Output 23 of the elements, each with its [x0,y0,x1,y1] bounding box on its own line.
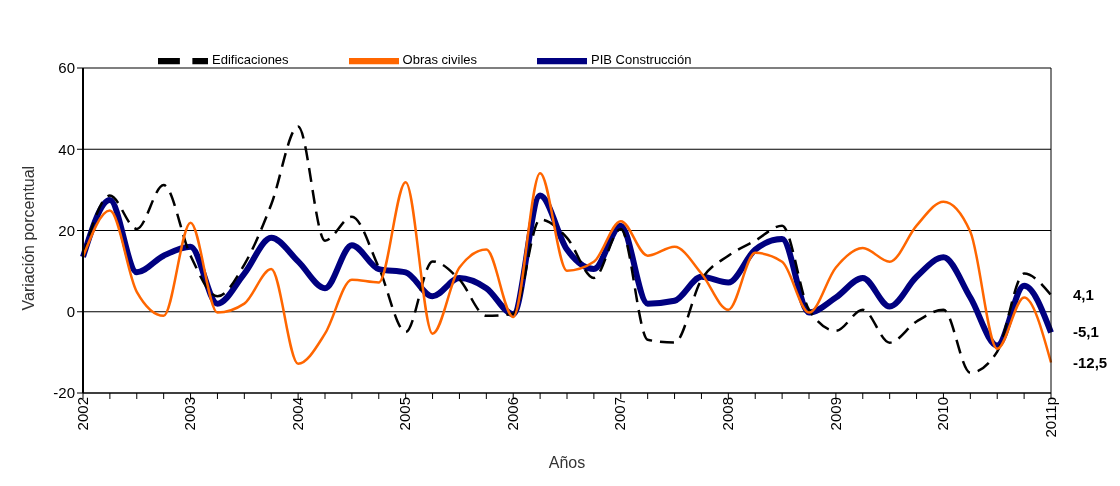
y-tick-label: 40 [58,140,75,158]
x-tick-label: 2009 [826,397,844,431]
y-tick-label: 0 [66,303,75,321]
x-tick-label: 2007 [611,397,629,431]
y-axis-title: Variación porcentual [19,165,37,311]
legend-label: PIB Construcción [591,52,692,68]
y-tick-label: 20 [58,221,75,239]
x-tick-label: 2003 [181,397,199,431]
data-label: -12,5 [1073,353,1108,371]
legend-label: Obras civiles [402,52,478,68]
legend-label: Edificaciones [212,52,289,68]
x-tick-label: 2010 [934,397,952,431]
x-tick-label: 2011p [1041,397,1059,438]
data-label: -5,1 [1073,323,1099,341]
x-tick-label: 2002 [73,397,91,431]
x-tick-label: 2006 [503,397,521,431]
x-axis-title: Años [548,454,586,471]
x-tick-label: 2008 [718,397,736,431]
y-tick-label: 60 [58,59,75,77]
data-label: 4,1 [1073,286,1094,304]
x-tick-label: 2004 [288,397,306,431]
x-tick-label: 2005 [396,397,414,431]
y-tick-label: -20 [53,384,75,402]
